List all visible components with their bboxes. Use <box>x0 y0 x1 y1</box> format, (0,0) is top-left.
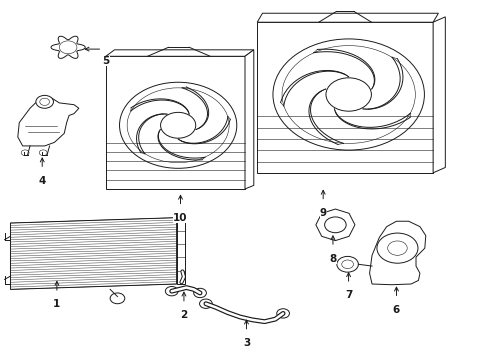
Text: 5: 5 <box>102 55 110 66</box>
Polygon shape <box>176 218 185 284</box>
Text: 6: 6 <box>393 305 400 315</box>
Text: 1: 1 <box>53 300 60 309</box>
Polygon shape <box>106 56 245 189</box>
Polygon shape <box>369 221 426 285</box>
Text: 7: 7 <box>345 291 352 301</box>
Polygon shape <box>51 36 85 58</box>
Text: 4: 4 <box>39 176 46 186</box>
Circle shape <box>120 82 237 168</box>
Circle shape <box>199 299 212 309</box>
Text: 8: 8 <box>329 253 337 264</box>
Circle shape <box>377 233 418 263</box>
Text: 9: 9 <box>319 208 327 218</box>
Polygon shape <box>316 209 355 240</box>
Circle shape <box>161 112 196 138</box>
Circle shape <box>273 39 424 150</box>
Circle shape <box>21 150 29 156</box>
Polygon shape <box>18 98 79 146</box>
Circle shape <box>277 309 290 318</box>
Circle shape <box>59 41 77 54</box>
Polygon shape <box>106 50 254 56</box>
Text: 2: 2 <box>180 310 188 320</box>
Circle shape <box>110 293 125 304</box>
Polygon shape <box>433 17 445 173</box>
Text: 3: 3 <box>243 338 250 348</box>
Polygon shape <box>10 218 176 289</box>
Circle shape <box>325 217 346 233</box>
Circle shape <box>36 95 53 108</box>
Circle shape <box>194 288 206 298</box>
Circle shape <box>165 287 178 296</box>
Polygon shape <box>257 13 439 22</box>
Circle shape <box>337 256 358 272</box>
Polygon shape <box>245 50 254 189</box>
Text: 10: 10 <box>173 213 188 223</box>
Circle shape <box>326 78 371 111</box>
Circle shape <box>39 150 47 156</box>
